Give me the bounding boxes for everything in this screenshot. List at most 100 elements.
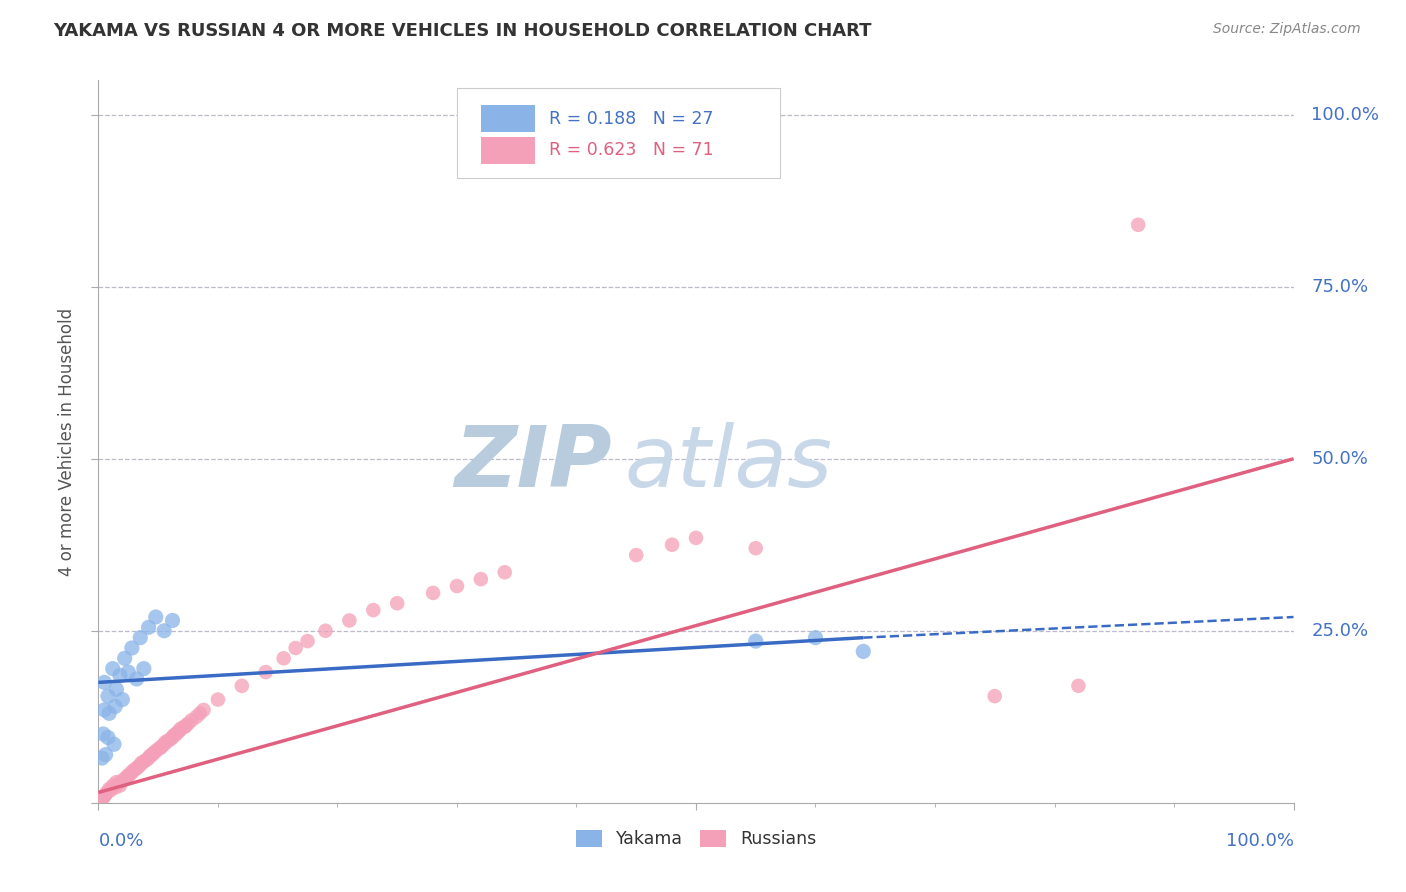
Point [111,773,134,788]
Point [117,768,139,782]
Text: R = 0.188   N = 27: R = 0.188 N = 27 [548,110,713,128]
Point [745,541,768,556]
Point [98,706,121,721]
Point [138,620,160,634]
Point [385,596,409,610]
Point [186,710,208,724]
Point [108,779,131,793]
Y-axis label: 4 or more Vehicles in Household: 4 or more Vehicles in Household [58,308,76,575]
Point [98,782,121,797]
Point [177,716,200,731]
Point [339,614,361,628]
Point [155,735,177,749]
FancyBboxPatch shape [481,105,534,132]
Point [125,761,148,775]
Point [173,720,195,734]
Point [91,727,114,741]
Point [145,610,167,624]
Text: 0.0%: 0.0% [98,831,143,850]
Point [149,740,172,755]
Point [104,780,127,795]
Point [169,723,191,738]
Point [422,586,444,600]
Point [120,767,142,781]
Point [162,614,184,628]
Point [180,713,202,727]
Point [96,785,118,799]
Point [852,644,875,658]
Point [91,751,114,765]
Point [1067,679,1090,693]
Point [121,640,143,655]
Point [107,776,129,790]
Point [159,732,181,747]
Point [685,531,707,545]
Point [626,548,648,562]
Point [138,751,160,765]
Point [132,662,155,676]
Point [111,692,134,706]
Point [207,692,229,706]
Text: 25.0%: 25.0% [1312,622,1368,640]
Point [93,703,115,717]
Point [105,682,128,697]
Point [315,624,337,638]
Point [139,749,162,764]
Point [150,739,173,754]
Point [166,725,188,739]
Point [94,747,117,762]
Point [93,675,115,690]
Point [98,783,122,797]
Text: 75.0%: 75.0% [1312,277,1368,296]
FancyBboxPatch shape [481,136,534,164]
Point [97,731,120,745]
Point [127,760,149,774]
Point [284,640,307,655]
Text: 100.0%: 100.0% [1312,105,1379,124]
Point [156,734,179,748]
Point [297,634,319,648]
Legend: Yakama, Russians: Yakama, Russians [575,830,817,848]
Point [254,665,277,679]
Point [804,631,827,645]
Text: atlas: atlas [624,422,832,505]
Point [470,572,492,586]
Point [132,755,155,769]
Point [101,662,124,676]
Point [91,792,114,806]
Point [1128,218,1150,232]
Point [101,779,124,793]
Point [984,689,1007,703]
Point [163,728,186,742]
Text: R = 0.623   N = 71: R = 0.623 N = 71 [548,141,714,160]
Point [142,746,165,760]
Point [188,706,211,721]
Point [103,737,125,751]
Point [121,764,143,779]
Point [91,790,114,805]
Point [165,727,187,741]
FancyBboxPatch shape [457,87,780,178]
Point [97,689,120,703]
Point [745,634,768,648]
Point [273,651,295,665]
Point [153,624,176,638]
Point [115,770,138,784]
Text: ZIP: ZIP [454,422,613,505]
Point [148,742,170,756]
Point [141,747,163,762]
Point [231,679,253,693]
Point [104,699,127,714]
Point [153,737,176,751]
Point [174,719,197,733]
Point [108,668,131,682]
Text: 100.0%: 100.0% [1226,831,1294,850]
Point [125,672,148,686]
Point [117,665,139,679]
Point [105,775,128,789]
Point [124,763,146,777]
Point [494,566,516,580]
Point [94,788,117,802]
Point [661,538,683,552]
Point [114,772,136,786]
